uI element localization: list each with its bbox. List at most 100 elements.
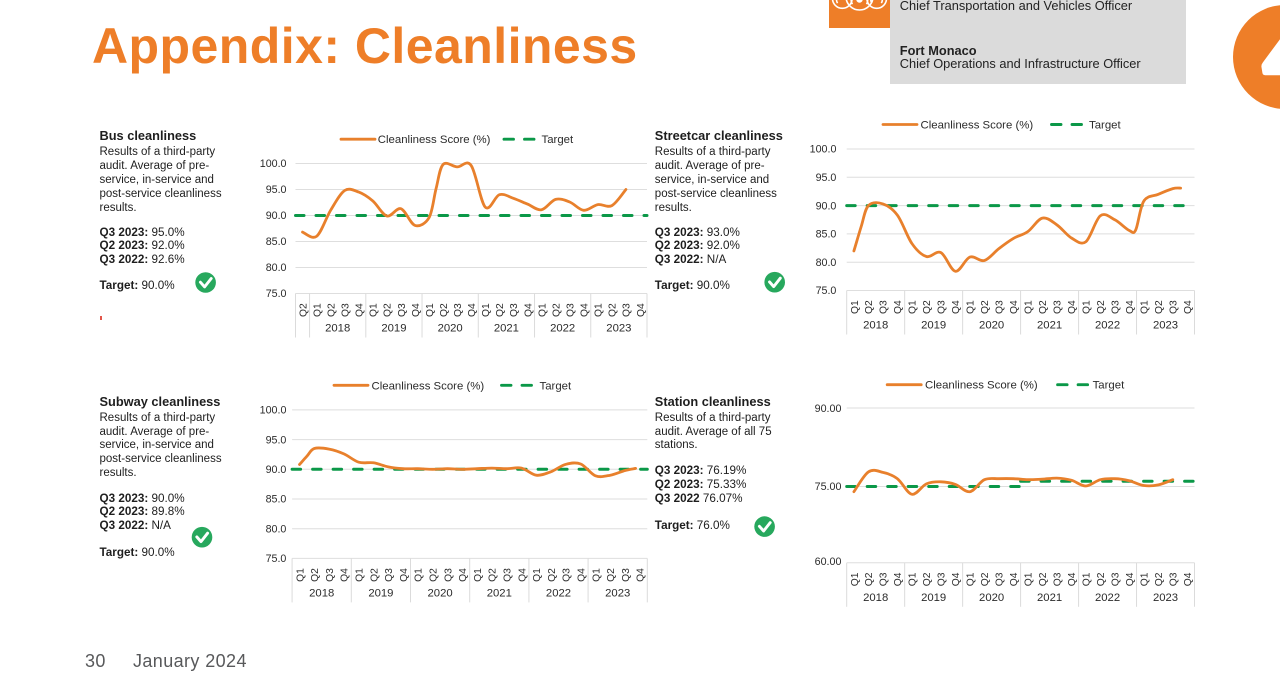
svg-text:Q4: Q4 xyxy=(893,300,904,314)
svg-text:Q1: Q1 xyxy=(414,568,425,582)
svg-text:Cleanliness Score (%): Cleanliness Score (%) xyxy=(921,120,1034,132)
svg-text:Q4: Q4 xyxy=(636,568,647,582)
svg-text:Q1: Q1 xyxy=(312,303,323,317)
svg-text:Q3: Q3 xyxy=(879,572,890,586)
svg-text:2022: 2022 xyxy=(550,323,575,335)
svg-text:Q4: Q4 xyxy=(893,572,904,586)
svg-text:2018: 2018 xyxy=(325,323,350,335)
svg-text:2023: 2023 xyxy=(1153,592,1178,604)
svg-text:Target: Target xyxy=(540,380,572,392)
svg-text:Q2: Q2 xyxy=(439,303,450,317)
svg-text:Q3: Q3 xyxy=(565,303,576,317)
svg-text:Q3: Q3 xyxy=(1111,572,1122,586)
svg-text:Q4: Q4 xyxy=(340,568,351,582)
svg-text:Q2: Q2 xyxy=(369,568,380,582)
svg-text:Q1: Q1 xyxy=(850,300,861,314)
svg-text:Q3: Q3 xyxy=(384,568,395,582)
svg-text:Q2: Q2 xyxy=(606,568,617,582)
svg-text:100.0: 100.0 xyxy=(810,144,837,156)
svg-text:2021: 2021 xyxy=(494,323,519,335)
svg-text:Q1: Q1 xyxy=(1140,572,1151,586)
svg-text:Q1: Q1 xyxy=(966,300,977,314)
svg-text:Q4: Q4 xyxy=(355,303,366,317)
svg-text:Q2: Q2 xyxy=(383,303,394,317)
svg-text:Q4: Q4 xyxy=(1009,300,1020,314)
svg-text:100.0: 100.0 xyxy=(260,158,287,170)
svg-text:Q3: Q3 xyxy=(1111,300,1122,314)
svg-text:2018: 2018 xyxy=(309,588,334,600)
svg-text:Q2: Q2 xyxy=(1154,572,1165,586)
svg-text:Target: Target xyxy=(1093,380,1125,392)
svg-text:Q1: Q1 xyxy=(355,568,366,582)
svg-text:2018: 2018 xyxy=(863,320,888,332)
svg-text:Q3: Q3 xyxy=(453,303,464,317)
svg-text:Q3: Q3 xyxy=(995,572,1006,586)
svg-text:95.0: 95.0 xyxy=(266,184,287,196)
svg-text:2020: 2020 xyxy=(979,320,1004,332)
svg-text:2020: 2020 xyxy=(428,588,453,600)
svg-text:Q2: Q2 xyxy=(326,303,337,317)
svg-text:2019: 2019 xyxy=(921,320,946,332)
svg-text:75.0: 75.0 xyxy=(266,288,287,300)
svg-text:Q3: Q3 xyxy=(562,568,573,582)
svg-text:Q3: Q3 xyxy=(1053,300,1064,314)
svg-text:Q4: Q4 xyxy=(1125,300,1136,314)
svg-text:Q2: Q2 xyxy=(551,303,562,317)
svg-text:Q2: Q2 xyxy=(980,572,991,586)
svg-text:Q1: Q1 xyxy=(908,572,919,586)
svg-text:Q1: Q1 xyxy=(591,568,602,582)
svg-text:Q3: Q3 xyxy=(1053,572,1064,586)
svg-text:Q2: Q2 xyxy=(922,300,933,314)
svg-text:2019: 2019 xyxy=(368,588,393,600)
svg-text:Q3: Q3 xyxy=(937,572,948,586)
svg-text:80.0: 80.0 xyxy=(266,523,287,535)
svg-text:100.0: 100.0 xyxy=(260,405,287,417)
svg-text:2018: 2018 xyxy=(863,592,888,604)
svg-text:2021: 2021 xyxy=(487,588,512,600)
svg-text:Q1: Q1 xyxy=(1024,572,1035,586)
svg-text:2022: 2022 xyxy=(1095,592,1120,604)
svg-text:Q3: Q3 xyxy=(1169,300,1180,314)
svg-text:2020: 2020 xyxy=(979,592,1004,604)
svg-text:2022: 2022 xyxy=(546,588,571,600)
svg-text:Q3: Q3 xyxy=(341,303,352,317)
svg-text:60.00: 60.00 xyxy=(815,556,842,568)
svg-text:Q4: Q4 xyxy=(517,568,528,582)
svg-text:85.0: 85.0 xyxy=(816,229,837,241)
svg-text:Q4: Q4 xyxy=(467,303,478,317)
svg-text:2023: 2023 xyxy=(605,588,630,600)
svg-text:95.0: 95.0 xyxy=(266,434,287,446)
svg-text:75.0: 75.0 xyxy=(816,285,837,297)
svg-text:Q4: Q4 xyxy=(951,300,962,314)
svg-text:Q2: Q2 xyxy=(547,568,558,582)
svg-text:Q1: Q1 xyxy=(966,572,977,586)
svg-text:Q1: Q1 xyxy=(369,303,380,317)
svg-text:Q3: Q3 xyxy=(443,568,454,582)
svg-text:Q2: Q2 xyxy=(922,572,933,586)
svg-text:Q4: Q4 xyxy=(1067,300,1078,314)
svg-text:Q1: Q1 xyxy=(908,300,919,314)
svg-text:Q4: Q4 xyxy=(1009,572,1020,586)
svg-text:Q3: Q3 xyxy=(621,568,632,582)
svg-text:Q2: Q2 xyxy=(495,303,506,317)
svg-text:Q3: Q3 xyxy=(1169,572,1180,586)
svg-text:Q4: Q4 xyxy=(411,303,422,317)
svg-text:Q1: Q1 xyxy=(594,303,605,317)
svg-text:Target: Target xyxy=(542,134,574,146)
svg-text:Cleanliness Score (%): Cleanliness Score (%) xyxy=(372,380,485,392)
svg-text:Q1: Q1 xyxy=(850,572,861,586)
svg-text:95.0: 95.0 xyxy=(816,172,837,184)
svg-text:Q3: Q3 xyxy=(995,300,1006,314)
svg-text:2019: 2019 xyxy=(921,592,946,604)
svg-text:Q2: Q2 xyxy=(1038,572,1049,586)
svg-text:90.0: 90.0 xyxy=(816,200,837,212)
svg-text:75.00: 75.00 xyxy=(815,481,842,493)
svg-text:Q2: Q2 xyxy=(864,572,875,586)
svg-text:75.0: 75.0 xyxy=(266,553,287,565)
svg-text:90.00: 90.00 xyxy=(815,403,842,415)
svg-text:Q2: Q2 xyxy=(298,303,309,317)
svg-text:Q4: Q4 xyxy=(577,568,588,582)
svg-text:90.0: 90.0 xyxy=(266,464,287,476)
svg-text:Q3: Q3 xyxy=(325,568,336,582)
svg-text:85.0: 85.0 xyxy=(266,494,287,506)
